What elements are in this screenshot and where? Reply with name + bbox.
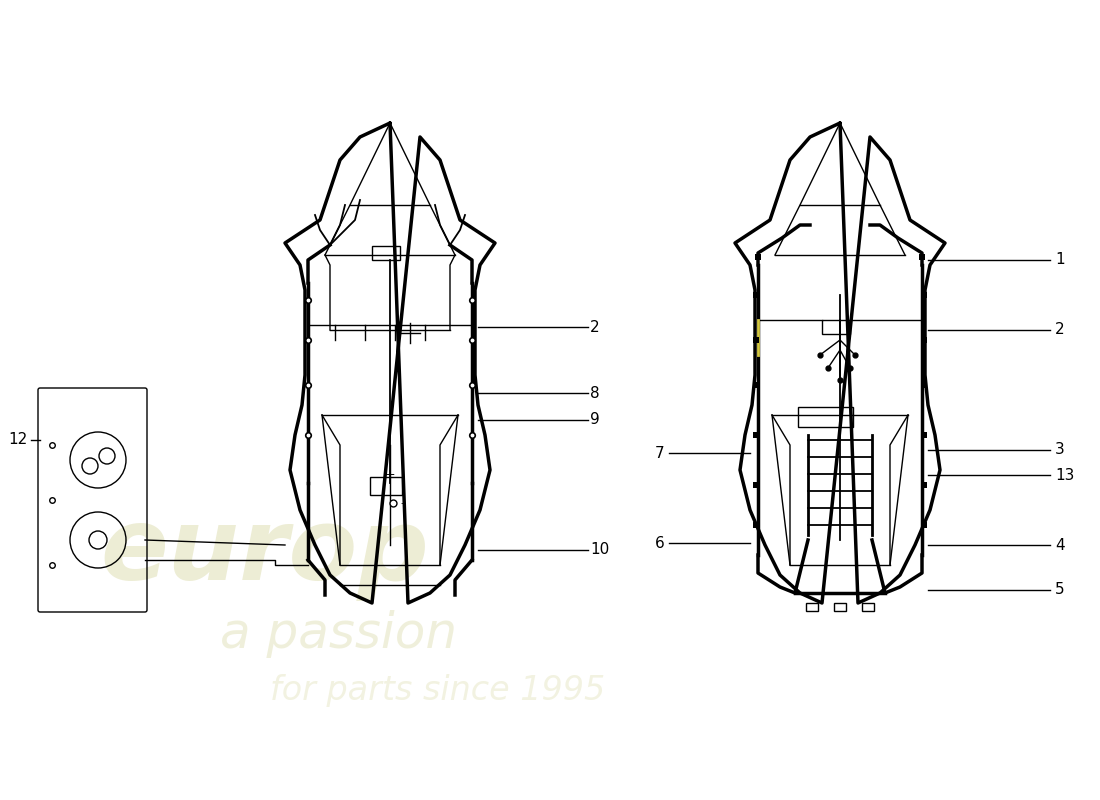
Text: 9: 9 <box>590 413 600 427</box>
Text: europ: europ <box>100 504 429 601</box>
Text: 2: 2 <box>1055 322 1065 338</box>
Text: 7: 7 <box>654 446 664 461</box>
Bar <box>834 603 846 611</box>
Text: a passion: a passion <box>220 610 458 658</box>
Bar <box>822 320 850 334</box>
Text: for parts since 1995: for parts since 1995 <box>270 674 605 707</box>
Bar <box>372 246 400 260</box>
Text: 3: 3 <box>1055 442 1065 458</box>
Text: 6: 6 <box>654 535 664 550</box>
Bar <box>806 603 818 611</box>
Text: 8: 8 <box>590 386 600 401</box>
Bar <box>862 603 874 611</box>
Text: +: + <box>385 469 395 482</box>
Bar <box>370 477 402 495</box>
Text: 2: 2 <box>590 319 600 334</box>
Text: 10: 10 <box>590 542 609 558</box>
Text: 5: 5 <box>1055 582 1065 598</box>
Text: 12: 12 <box>9 433 28 447</box>
Text: 13: 13 <box>1055 467 1075 482</box>
Text: -: - <box>400 498 404 508</box>
Text: 1: 1 <box>1055 253 1065 267</box>
Text: 4: 4 <box>1055 538 1065 553</box>
Bar <box>798 407 852 427</box>
